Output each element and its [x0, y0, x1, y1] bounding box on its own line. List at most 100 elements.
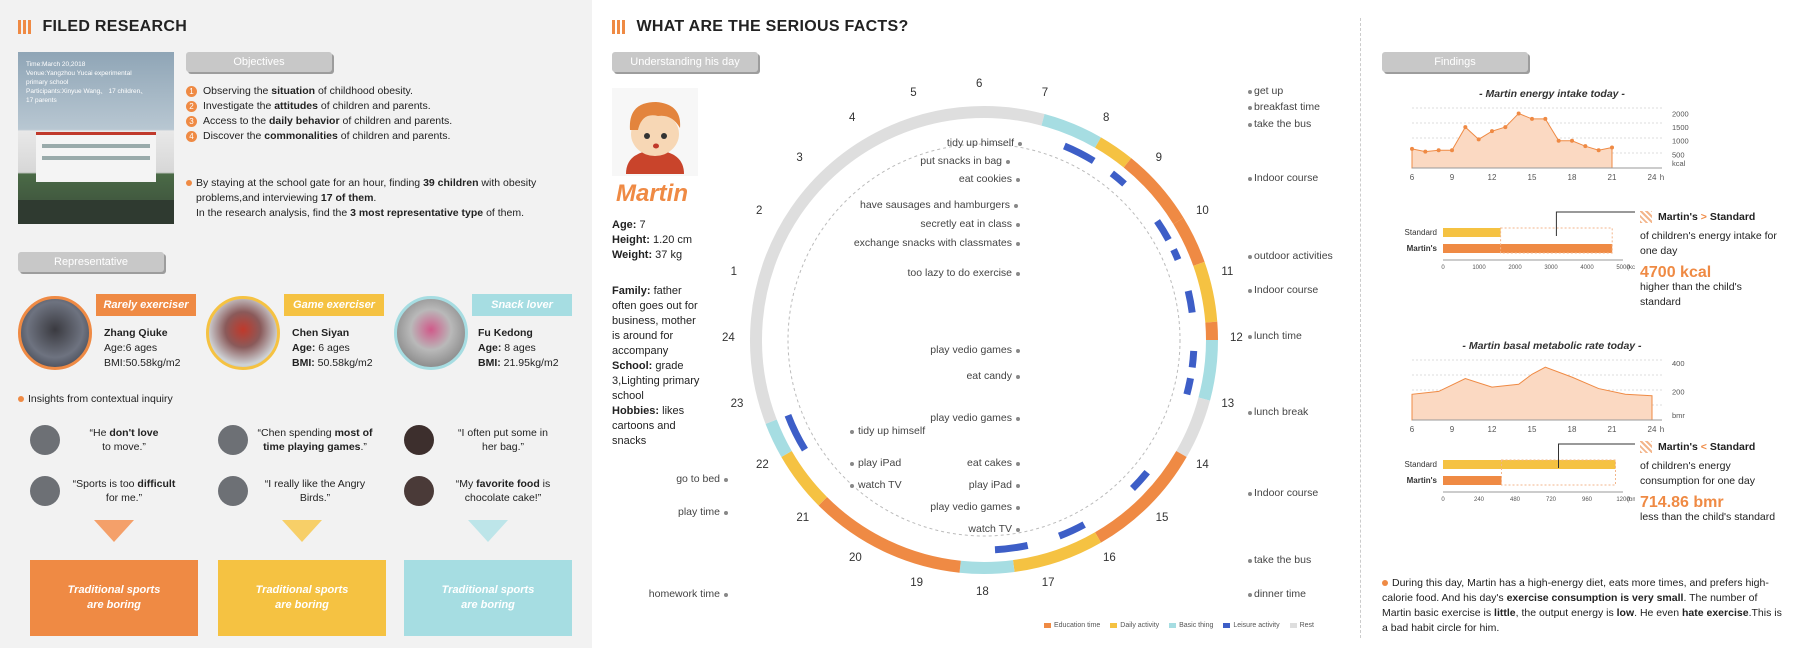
x-tick-label: 4000: [1580, 265, 1594, 271]
x-tick-label: 1200: [1616, 497, 1630, 503]
x-tick-label: 24: [1648, 173, 1657, 182]
ring-segment-rest: [1176, 397, 1211, 457]
leisure-mark: [1062, 142, 1096, 164]
hour-label: 11: [1221, 266, 1234, 279]
serious-facts-heading: WHAT ARE THE SERIOUS FACTS?: [612, 18, 909, 36]
avatar-chen-siyan: [206, 296, 280, 370]
comparison-bar: [1443, 244, 1613, 253]
martin-background: Family: father often goes out for busine…: [612, 285, 700, 447]
quote-item: “My favorite food is chocolate cake!”: [455, 478, 551, 504]
x-tick-label: 720: [1546, 497, 1557, 503]
label-dot: [1248, 492, 1252, 496]
ring-segment-daily: [1094, 137, 1132, 168]
hour-label: 13: [1221, 397, 1235, 410]
intake-comparison-text: Martin's > Standard of children's energy…: [1640, 211, 1777, 308]
schedule-label: dinner time: [1254, 588, 1306, 600]
label-dot: [1016, 349, 1020, 353]
schedule-label: Indoor course: [1254, 284, 1319, 296]
objectives-list: 1 Observing the situation of childhood ob…: [186, 84, 566, 144]
hour-label: 14: [1195, 459, 1209, 471]
x-tick-label: h: [1660, 425, 1664, 434]
schedule-label: get up: [1254, 85, 1284, 97]
leisure-mark: [1170, 248, 1182, 261]
leisure-mark: [1184, 290, 1196, 314]
label-dot: [1248, 335, 1252, 339]
child-face: [30, 425, 60, 455]
schedule-label: play time: [677, 506, 720, 518]
day-clock-diagram: [750, 106, 1218, 574]
y-tick-label: 1000: [1672, 137, 1689, 146]
leisure-mark: [1057, 521, 1086, 540]
findings-label: Findings: [1382, 52, 1528, 72]
label-dot: [724, 511, 728, 515]
comparison-bar: [1443, 460, 1616, 469]
label-dot: [1248, 255, 1252, 259]
rep-info-fu: Fu Kedong Age: 8 ages BMI: 21.95kg/m2: [478, 327, 559, 369]
hour-label: 8: [1103, 112, 1110, 125]
label-dot: [1018, 142, 1022, 146]
y-tick-label: 500: [1672, 150, 1685, 159]
x-tick-label: 18: [1568, 425, 1577, 434]
ring-segment-rest: [750, 106, 985, 424]
label-dot: [1016, 417, 1020, 421]
consumption-comparison-text: Martin's < Standard of children's energy…: [1640, 441, 1776, 523]
label-dot: [1016, 528, 1020, 532]
activity-label: play vedio games: [930, 501, 1012, 513]
x-tick-label: 15: [1528, 425, 1537, 434]
x-tick-label: 6: [1410, 425, 1415, 434]
label-dot: [724, 478, 728, 482]
activity-label: too lazy to do exercise: [907, 267, 1012, 279]
hour-label: 24: [722, 332, 735, 344]
hour-label: 10: [1195, 205, 1209, 217]
label-dot: [850, 484, 854, 488]
activity-label: play iPad: [968, 479, 1012, 491]
x-tick-label: 5000: [1616, 265, 1630, 271]
ring-segment-basic: [765, 419, 792, 457]
label-dot: [1016, 484, 1020, 488]
unit-label: (bmr): [1627, 497, 1635, 503]
divider: [1360, 18, 1361, 638]
x-tick-label: 1000: [1472, 265, 1486, 271]
activity-label: tidy up himself: [858, 425, 926, 437]
schedule-label: take the bus: [1254, 118, 1312, 130]
data-point: [1450, 148, 1454, 153]
activity-label: eat cookies: [958, 173, 1012, 185]
conclusion-box: Traditional sports are boring: [404, 560, 572, 636]
activity-label: tidy up himself: [946, 137, 1014, 149]
tag-game-exerciser: Game exerciser: [284, 294, 384, 316]
conclusion-box: Traditional sports are boring: [218, 560, 386, 636]
y-tick-label: bmr: [1672, 411, 1685, 420]
chart2-title: - Martin basal metabolic rate today -: [1462, 340, 1642, 352]
leisure-mark: [1154, 219, 1172, 242]
hour-label: 4: [849, 112, 856, 125]
hour-label: 16: [1103, 551, 1116, 564]
understanding-label: Understanding his day: [612, 52, 758, 72]
ring-segment-education: [1094, 450, 1187, 543]
x-tick-label: 6: [1410, 173, 1415, 182]
data-point: [1423, 149, 1428, 154]
bar-category-label: Martin's: [1407, 476, 1438, 485]
schedule-label: take the bus: [1254, 554, 1312, 566]
quote-item: “Chen spending most of time playing games…: [257, 427, 373, 453]
data-point: [1570, 138, 1574, 143]
label-dot: [1248, 106, 1252, 110]
quote-item: “Sports is too difficult for me.”: [72, 478, 176, 504]
label-dot: [1016, 506, 1020, 510]
hour-label: 20: [849, 551, 862, 564]
activity-label: play iPad: [858, 457, 902, 469]
callout-line: [1555, 211, 1635, 236]
data-point: [1610, 145, 1614, 150]
x-tick-label: 3000: [1544, 265, 1558, 271]
x-tick-label: 0: [1441, 497, 1445, 503]
label-dot: [1248, 593, 1252, 597]
leisure-mark: [1130, 469, 1150, 491]
bullet-dot: [186, 180, 192, 187]
bar-category-label: Standard: [1405, 228, 1437, 237]
ring-segment-education: [1205, 321, 1218, 341]
tag-snack-lover: Snack lover: [472, 294, 572, 316]
data-point: [1516, 111, 1521, 116]
quote-item: “I really like the Angry Birds.”: [264, 478, 366, 504]
activity-label: put snacks in bag: [920, 155, 1002, 167]
activity-label: play vedio games: [930, 412, 1012, 424]
